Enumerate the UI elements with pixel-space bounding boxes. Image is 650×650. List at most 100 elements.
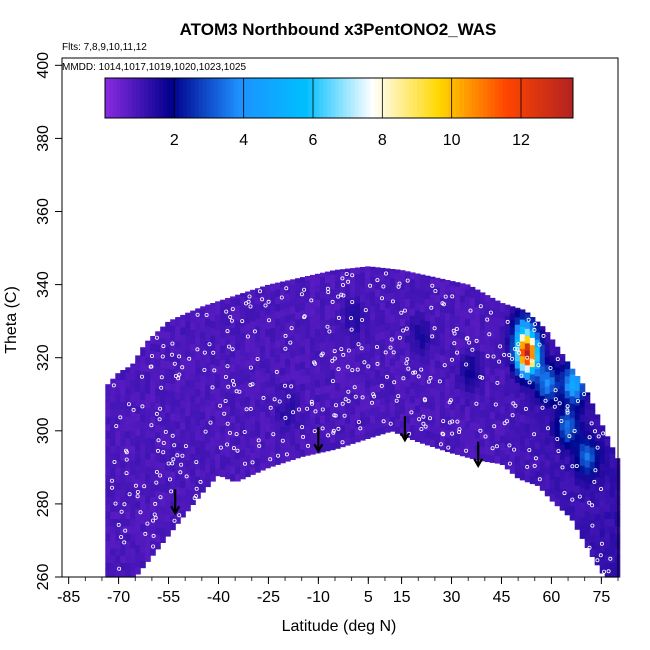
heatmap-cell (474, 291, 481, 300)
heatmap-cell (524, 452, 531, 461)
heatmap-cell (345, 313, 351, 322)
heatmap-cell (474, 372, 481, 380)
heatmap-cell (499, 413, 506, 422)
heatmap-cell (464, 284, 471, 290)
heatmap-cell (464, 347, 471, 356)
sample-point (598, 553, 603, 558)
heatmap-cell (335, 294, 341, 303)
heatmap-cell (499, 405, 506, 414)
heatmap-cell (529, 446, 536, 455)
heatmap-cell (295, 311, 301, 320)
heatmap-cell (285, 380, 291, 389)
heatmap-cell (210, 334, 216, 343)
heatmap-cell (539, 439, 546, 447)
heatmap-cell (155, 483, 161, 491)
heatmap-cell (569, 483, 576, 492)
heatmap-cell (479, 336, 486, 345)
heatmap-cell (429, 409, 436, 418)
sample-point (343, 397, 348, 402)
heatmap-cell (444, 319, 451, 328)
heatmap-cell (414, 412, 421, 421)
heatmap-cell (419, 304, 426, 313)
heatmap-cell (270, 400, 276, 409)
heatmap-cell (170, 434, 176, 443)
heatmap-cell (464, 376, 471, 385)
heatmap-cell (375, 296, 381, 305)
heatmap-cell (604, 540, 611, 549)
heatmap-cell (394, 316, 401, 325)
sample-point (423, 424, 428, 429)
heatmap-cell (210, 349, 216, 358)
heatmap-cell (534, 412, 541, 421)
heatmap-cell (609, 503, 616, 512)
heatmap-cell (434, 375, 441, 383)
heatmap-cell (524, 350, 531, 358)
sample-point (339, 347, 344, 352)
heatmap-cell (315, 350, 321, 359)
heatmap-cell (190, 475, 196, 484)
heatmap-cell (130, 482, 136, 490)
heatmap-cell (370, 356, 376, 365)
heatmap-cell (150, 452, 156, 461)
sample-point (172, 518, 177, 523)
heatmap-cell (459, 389, 466, 398)
heatmap-cell (215, 344, 221, 352)
heatmap-cell (330, 325, 336, 334)
heatmap-cell (120, 379, 126, 388)
heatmap-cell (115, 430, 121, 439)
heatmap-cell (380, 367, 386, 376)
heatmap-cell (459, 397, 466, 406)
heatmap-cell (569, 410, 576, 419)
heatmap-cell (394, 418, 401, 427)
heatmap-cell (529, 395, 536, 404)
heatmap-cell (130, 511, 136, 520)
heatmap-cell (389, 401, 396, 410)
heatmap-cell (125, 540, 131, 549)
heatmap-cell (180, 421, 186, 430)
heatmap-cell (524, 408, 531, 417)
heatmap-cell (215, 395, 221, 404)
heatmap-cell (559, 466, 566, 475)
heatmap-cell (384, 307, 391, 316)
heatmap-cell (165, 411, 171, 420)
heatmap-cell (125, 386, 131, 395)
heatmap-cell (404, 364, 411, 373)
heatmap-cell (120, 467, 126, 476)
sample-point (332, 356, 337, 361)
heatmap-cell (275, 310, 281, 319)
heatmap-cell (469, 436, 476, 445)
sample-point (119, 509, 124, 514)
heatmap-cell (594, 550, 601, 558)
heatmap-cell (429, 292, 436, 301)
sample-point (593, 429, 598, 434)
heatmap-cell (315, 284, 321, 293)
heatmap-cell (549, 427, 556, 436)
heatmap-cell (280, 396, 286, 405)
sample-point (257, 443, 262, 448)
heatmap-cell (150, 474, 156, 483)
heatmap-cell (310, 351, 316, 360)
heatmap-cell (320, 378, 326, 387)
sample-point (286, 394, 291, 399)
heatmap-cell (215, 358, 221, 367)
heatmap-cell (210, 400, 216, 409)
heatmap-cell (250, 342, 256, 351)
heatmap-cell (574, 456, 581, 464)
sample-point (602, 569, 607, 574)
heatmap-cell (115, 482, 121, 490)
heatmap-cell (140, 560, 146, 569)
sample-point (430, 283, 435, 288)
heatmap-cell (479, 424, 486, 432)
heatmap-cell (185, 386, 191, 395)
heatmap-cell (574, 507, 581, 516)
sample-point (140, 404, 145, 409)
sample-point (110, 485, 115, 490)
sample-point (195, 312, 200, 317)
heatmap-cell (285, 292, 291, 301)
heatmap-cell (424, 335, 431, 343)
heatmap-cell (534, 456, 541, 464)
heatmap-cell (185, 437, 191, 446)
sample-point (587, 435, 592, 440)
heatmap-cell (190, 467, 196, 476)
heatmap-cell (559, 393, 566, 402)
